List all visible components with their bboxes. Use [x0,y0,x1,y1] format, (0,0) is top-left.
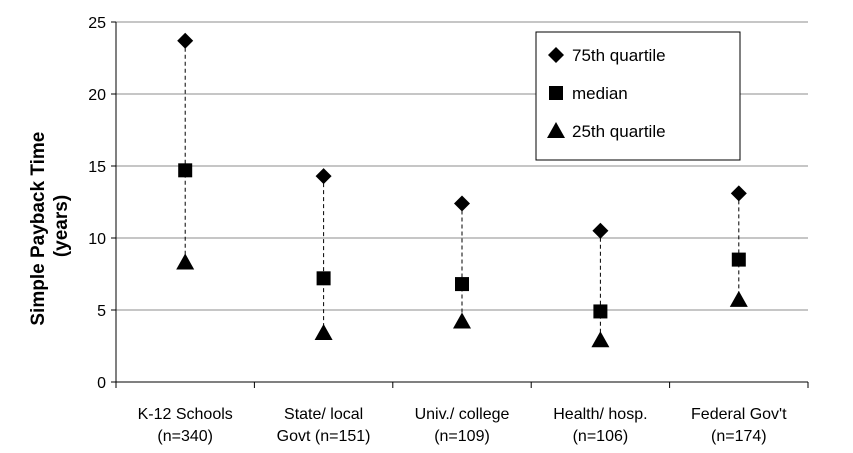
diamond-point [454,195,470,212]
category-label-line2: (n=109) [434,428,490,445]
category-label: Federal Gov't (n=174) [691,406,787,445]
legend-label: 75th quartile [572,46,666,65]
legend-label: 25th quartile [572,122,666,141]
y-tick-label: 5 [97,303,106,320]
category-label: Health/ hosp. (n=106) [553,406,647,445]
square-point [316,271,331,286]
diamond-point [177,32,194,49]
triangle-point [591,331,610,348]
triangle-point [453,312,471,329]
x-category-labels: K-12 Schools (n=340) State/ local Govt (n=1… [138,406,788,445]
legend: 75th quartile median 25th quartile [535,31,741,161]
legend-square-marker [549,86,563,100]
y-tick-label: 15 [88,159,106,176]
legend-label: median [572,84,628,103]
range-lines [184,40,740,341]
y-tick-label: 20 [88,87,106,104]
category-label-line1: State/ local [284,406,363,423]
triangle-point [176,253,195,270]
legend-triangle-marker [547,122,565,138]
diamond-point [592,222,609,239]
category-label-line2: (n=340) [157,428,213,445]
square-point [731,252,746,267]
triangle-point [729,290,748,307]
category-label: Univ./ college (n=109) [415,406,510,445]
triangle-point [314,324,333,341]
category-label-line1: Health/ hosp. [553,406,647,423]
y-axis-label: Simple Payback Time (years) [28,126,72,325]
square-point [593,304,608,319]
y-tick-label: 10 [88,231,106,248]
legend-box [535,31,741,161]
y-tick-label: 25 [88,15,106,32]
diamond-point [730,185,747,202]
category-label: K-12 Schools (n=340) [138,406,233,445]
square-point [178,163,193,178]
y-axis-label-line2: (years) [51,195,72,257]
diamond-point [315,168,332,185]
category-label-line2: (n=106) [573,428,629,445]
category-label-line1: K-12 Schools [138,406,233,423]
square-point [455,277,469,292]
category-label-line2: (n=174) [711,428,767,445]
legend-diamond-marker [548,47,564,63]
axes [111,21,809,388]
y-tick-label: 0 [97,375,106,392]
category-label-line1: Federal Gov't [691,406,787,423]
category-label: State/ local Govt (n=151) [277,406,371,445]
category-label-line2: Govt (n=151) [277,428,371,445]
category-label-line1: Univ./ college [415,406,510,423]
y-tick-labels: 0 5 10 15 20 25 [88,15,106,392]
y-axis-label-line1: Simple Payback Time [28,132,49,326]
data-markers [176,32,748,348]
